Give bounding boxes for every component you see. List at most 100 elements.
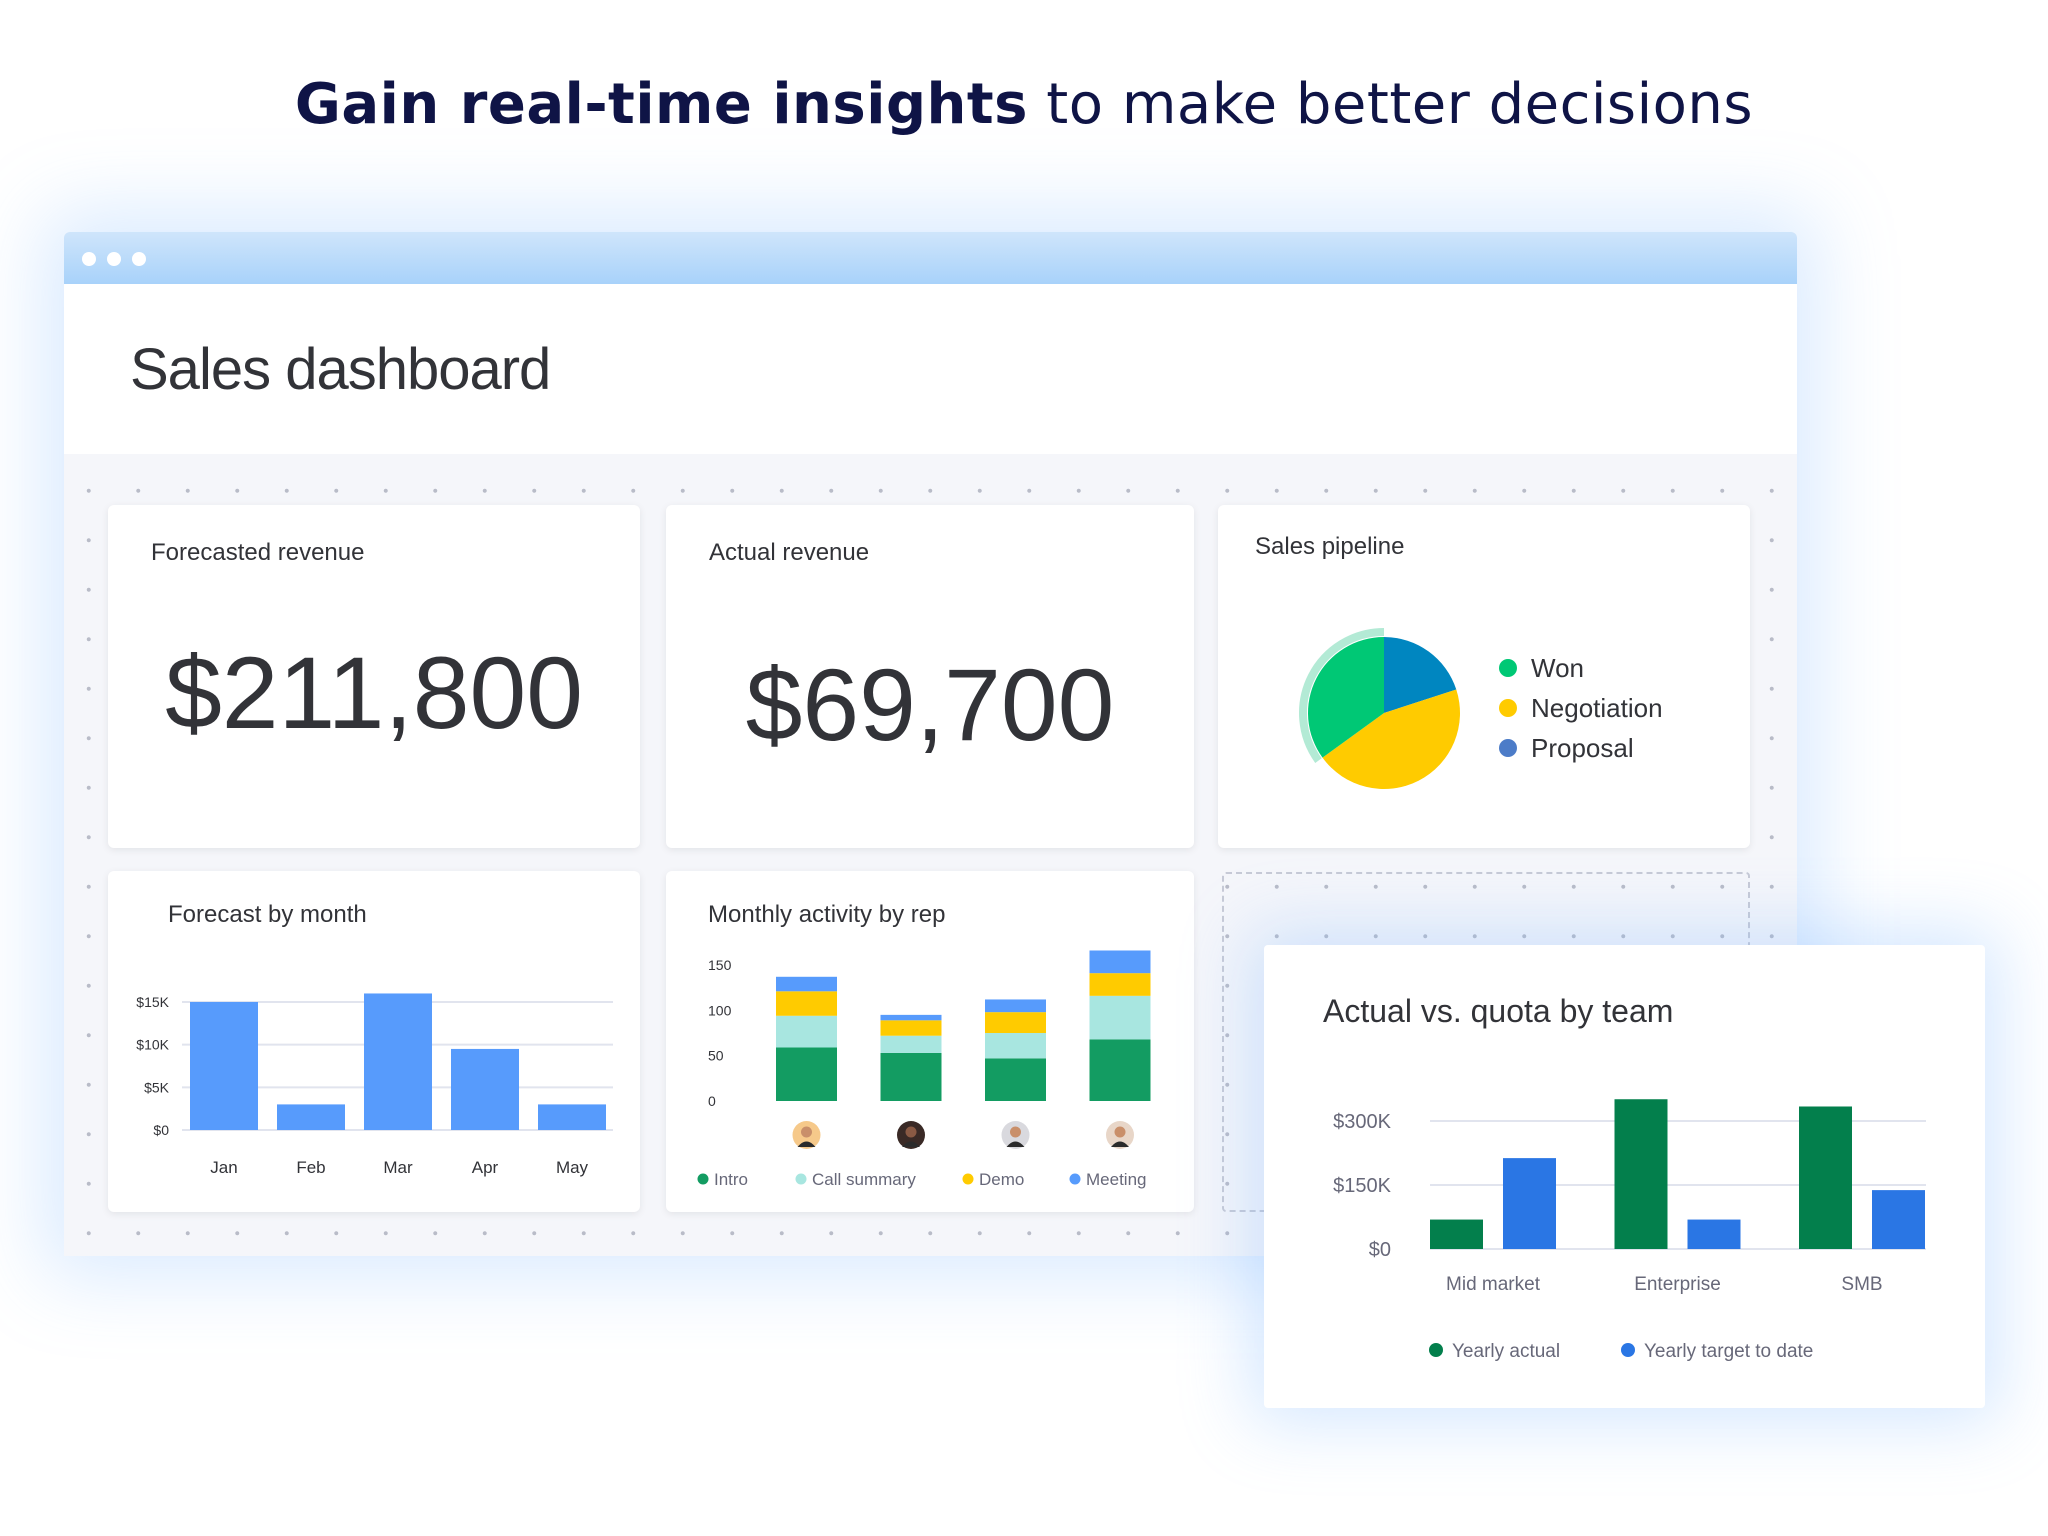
bar-segment-demo bbox=[1089, 973, 1151, 996]
y-tick-label: 150 bbox=[708, 957, 732, 973]
bar-segment-demo bbox=[880, 1020, 942, 1036]
legend-dot-icon bbox=[1499, 699, 1517, 717]
x-tick-label: Mid market bbox=[1446, 1274, 1541, 1295]
card-title: Actual vs. quota by team bbox=[1323, 993, 1674, 1029]
pie-slice-negotiation bbox=[1322, 689, 1460, 789]
forecasted-revenue-card[interactable]: Forecasted revenue $211,800 bbox=[108, 505, 640, 848]
y-tick-label: $5K bbox=[144, 1079, 170, 1095]
bar-yearly-target-to-date bbox=[1687, 1219, 1741, 1249]
legend-dot-icon bbox=[1429, 1343, 1443, 1357]
page-title: Sales dashboard bbox=[130, 337, 551, 402]
sales-pipeline-chart: Won Negotiation Proposal bbox=[1299, 628, 1663, 789]
bar-segment-call-summary bbox=[985, 1033, 1046, 1059]
card-title: Forecasted revenue bbox=[151, 539, 365, 566]
window-dot-icon[interactable] bbox=[132, 252, 146, 266]
bar-segment-meeting bbox=[1089, 950, 1151, 974]
sales-pipeline-card[interactable]: Sales pipeline Won Negotiation Proposal bbox=[1218, 505, 1750, 848]
forecast-by-month-card[interactable]: Forecast by month $0 $5K $10K $15K Jan Feb Mar… bbox=[108, 871, 640, 1212]
avatar-face-icon bbox=[1114, 1126, 1126, 1138]
bar-segment-intro bbox=[776, 1047, 837, 1101]
actual-revenue-card[interactable]: Actual revenue $69,700 bbox=[666, 505, 1194, 848]
card-title: Monthly activity by rep bbox=[708, 901, 946, 928]
avatar-body-icon bbox=[1006, 1141, 1025, 1147]
bar-yearly-target-to-date bbox=[1872, 1190, 1925, 1249]
headline-rest: to make better decisions bbox=[1028, 72, 1754, 137]
legend-label: Yearly target to date bbox=[1644, 1341, 1813, 1362]
pie-slice-won bbox=[1308, 637, 1384, 758]
y-tick-label: 100 bbox=[708, 1002, 732, 1018]
avatar-body-icon bbox=[902, 1141, 920, 1147]
legend-label: Demo bbox=[979, 1170, 1024, 1189]
monthly-activity-card[interactable]: Monthly activity by rep 0 50 100 150 Intro Ca… bbox=[666, 871, 1194, 1212]
legend-dot-icon bbox=[1069, 1173, 1081, 1185]
bar-may bbox=[538, 1104, 606, 1130]
bar-apr bbox=[451, 1048, 519, 1130]
bar-segment-intro bbox=[985, 1058, 1046, 1101]
window-dot-icon[interactable] bbox=[107, 252, 121, 266]
y-tick-label: $150K bbox=[1333, 1175, 1391, 1197]
legend-label: Call summary bbox=[812, 1170, 916, 1189]
avatar-face-icon bbox=[905, 1126, 917, 1138]
x-tick-label: Jan bbox=[210, 1158, 237, 1177]
bar-yearly-actual bbox=[1614, 1099, 1668, 1249]
x-tick-label: Mar bbox=[383, 1158, 413, 1177]
bar-segment-call-summary bbox=[776, 1015, 837, 1048]
legend-dot-icon bbox=[1499, 739, 1517, 757]
x-tick-label: Feb bbox=[296, 1158, 325, 1177]
avatar-body-icon bbox=[1111, 1141, 1129, 1147]
legend-label: Yearly actual bbox=[1452, 1341, 1560, 1362]
bar-jan bbox=[190, 1002, 258, 1130]
x-tick-label: Enterprise bbox=[1634, 1274, 1721, 1295]
bar-segment-call-summary bbox=[880, 1035, 942, 1053]
bar-feb bbox=[277, 1104, 345, 1130]
headline-bold: Gain real-time insights bbox=[294, 72, 1028, 137]
y-tick-label: $0 bbox=[153, 1122, 169, 1138]
headline: Gain real-time insights to make better d… bbox=[0, 72, 2048, 137]
bar-mar bbox=[364, 993, 432, 1130]
y-tick-label: 50 bbox=[708, 1048, 724, 1064]
window-dot-icon[interactable] bbox=[82, 252, 96, 266]
bar-segment-demo bbox=[985, 1012, 1046, 1033]
x-tick-label: SMB bbox=[1841, 1274, 1882, 1295]
actual-vs-quota-chart: $0 $150K $300K Mid market Enterprise SMB Yearl… bbox=[1333, 1099, 1926, 1362]
actual-revenue-value: $69,700 bbox=[745, 648, 1115, 762]
actual-vs-quota-card[interactable]: Actual vs. quota by team $0 $150K $300K Mid… bbox=[1264, 945, 1985, 1408]
monthly-activity-chart: 0 50 100 150 Intro Call summary Demo Meeting bbox=[697, 950, 1151, 1189]
legend-label: Negotiation bbox=[1531, 693, 1663, 723]
y-tick-label: $10K bbox=[136, 1037, 169, 1053]
bar-segment-demo bbox=[776, 991, 837, 1016]
x-tick-label: Apr bbox=[472, 1158, 499, 1177]
window-titlebar bbox=[64, 232, 1797, 284]
pie-slice-proposal bbox=[1384, 637, 1457, 713]
forecasted-revenue-value: $211,800 bbox=[165, 636, 583, 750]
card-title: Forecast by month bbox=[168, 901, 367, 928]
card-title: Actual revenue bbox=[709, 539, 870, 566]
y-tick-label: $300K bbox=[1333, 1111, 1391, 1133]
card-title: Sales pipeline bbox=[1255, 533, 1405, 560]
y-tick-label: $15K bbox=[136, 994, 169, 1010]
bar-segment-meeting bbox=[985, 999, 1046, 1013]
bar-yearly-actual bbox=[1430, 1219, 1483, 1249]
pie-highlight-arc bbox=[1299, 628, 1385, 763]
bar-segment-intro bbox=[880, 1052, 942, 1101]
bar-segment-meeting bbox=[880, 1014, 942, 1021]
legend-dot-icon bbox=[1499, 659, 1517, 677]
avatar-face-icon bbox=[801, 1126, 812, 1138]
legend-label: Intro bbox=[714, 1170, 748, 1189]
bar-segment-call-summary bbox=[1089, 995, 1151, 1040]
y-tick-label: $0 bbox=[1369, 1239, 1391, 1261]
legend-dot-icon bbox=[795, 1173, 807, 1185]
avatar-body-icon bbox=[797, 1141, 816, 1147]
avatar-face-icon bbox=[1010, 1126, 1021, 1138]
bar-yearly-actual bbox=[1799, 1106, 1852, 1249]
x-tick-label: May bbox=[556, 1158, 589, 1177]
bar-segment-meeting bbox=[776, 976, 837, 992]
legend-dot-icon bbox=[962, 1173, 974, 1185]
legend-dot-icon bbox=[697, 1173, 709, 1185]
bar-yearly-target-to-date bbox=[1503, 1158, 1556, 1249]
legend-dot-icon bbox=[1621, 1343, 1635, 1357]
legend-label: Won bbox=[1531, 653, 1584, 683]
forecast-by-month-chart: $0 $5K $10K $15K Jan Feb Mar Apr May bbox=[136, 993, 613, 1177]
y-tick-label: 0 bbox=[708, 1093, 716, 1109]
dashboard-header: Sales dashboard bbox=[64, 284, 1797, 454]
